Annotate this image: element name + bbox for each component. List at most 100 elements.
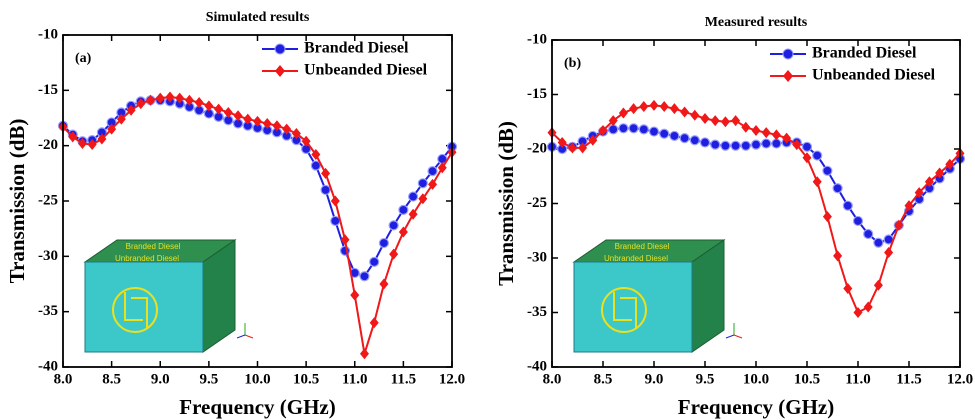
y-tick-label: -10	[527, 31, 547, 47]
inset-label: Unbranded Diesel	[115, 254, 179, 263]
x-axis-label: Frequency (GHz)	[678, 395, 835, 419]
marker	[864, 230, 873, 239]
x-tick-label: 11.0	[845, 371, 870, 387]
marker	[772, 129, 781, 140]
y-tick-label: -30	[38, 248, 58, 264]
x-axis-label: Frequency (GHz)	[179, 395, 336, 419]
marker	[823, 166, 832, 175]
chart-title: Simulated results	[206, 10, 310, 25]
marker	[833, 184, 842, 193]
marker	[731, 141, 740, 150]
marker	[619, 124, 628, 133]
marker	[660, 129, 669, 138]
marker	[701, 113, 710, 124]
y-tick-label: -35	[527, 304, 547, 320]
marker	[711, 140, 720, 149]
x-tick-label: 9.5	[200, 371, 219, 387]
marker	[321, 185, 330, 194]
inset-label: Branded Diesel	[615, 242, 670, 251]
marker	[428, 167, 437, 176]
x-tick-label: 9.5	[696, 371, 715, 387]
marker	[874, 280, 883, 291]
inset-label: Branded Diesel	[126, 242, 181, 251]
x-tick-label: 8.0	[54, 371, 73, 387]
marker	[721, 141, 730, 150]
marker	[389, 249, 398, 260]
y-axis-label: Transmission (dB)	[494, 121, 518, 286]
marker	[370, 257, 379, 266]
marker	[752, 140, 761, 149]
marker	[843, 201, 852, 210]
x-tick-label: 11.5	[391, 371, 416, 387]
x-tick-label: 12.0	[439, 371, 465, 387]
marker	[762, 139, 771, 148]
y-tick-label: -20	[527, 140, 547, 156]
marker	[731, 115, 740, 126]
marker	[741, 141, 750, 150]
marker	[833, 250, 842, 261]
legend-label: Unbeanded Diesel	[304, 62, 428, 79]
x-tick-label: 9.0	[645, 371, 664, 387]
x-tick-label: 10.5	[293, 371, 319, 387]
y-tick-label: -25	[527, 195, 547, 211]
marker	[803, 142, 812, 151]
inset-axis	[734, 335, 742, 338]
x-tick-label: 10.0	[244, 371, 270, 387]
marker	[874, 238, 883, 247]
marker	[650, 100, 659, 111]
figure: Simulated results-40-35-30-25-20-15-108.…	[0, 0, 975, 420]
legend-marker	[783, 49, 793, 59]
marker	[409, 192, 418, 201]
marker	[843, 283, 852, 294]
inset-label: Unbranded Diesel	[604, 254, 668, 263]
marker	[370, 317, 379, 328]
marker	[629, 124, 638, 133]
marker	[711, 115, 720, 126]
legend-marker	[783, 70, 793, 82]
y-tick-label: -15	[527, 86, 547, 102]
y-tick-label: -35	[38, 303, 58, 319]
legend-label: Branded Diesel	[304, 40, 409, 57]
legend-label: Branded Diesel	[812, 45, 917, 62]
x-tick-label: 8.0	[543, 371, 562, 387]
marker	[690, 110, 699, 121]
marker	[854, 216, 863, 225]
x-tick-label: 8.5	[102, 371, 121, 387]
marker	[721, 116, 730, 127]
marker	[752, 125, 761, 136]
marker	[670, 131, 679, 140]
x-tick-label: 9.0	[151, 371, 170, 387]
x-tick-label: 11.0	[342, 371, 367, 387]
marker	[331, 216, 340, 225]
marker	[762, 127, 771, 138]
marker	[321, 168, 330, 179]
x-tick-label: 10.0	[743, 371, 769, 387]
inset-axis	[726, 335, 734, 338]
x-tick-label: 11.5	[896, 371, 921, 387]
marker	[680, 106, 689, 117]
marker	[379, 239, 388, 248]
marker	[701, 138, 710, 147]
marker	[823, 211, 832, 222]
marker	[609, 125, 618, 134]
marker	[331, 196, 340, 207]
legend-marker	[275, 44, 285, 54]
marker	[690, 136, 699, 145]
y-tick-label: -15	[38, 82, 58, 98]
y-tick-label: -25	[38, 192, 58, 208]
legend-label: Unbeanded Diesel	[812, 67, 936, 84]
y-axis-label: Transmission (dB)	[5, 119, 29, 284]
marker	[741, 122, 750, 133]
marker	[389, 221, 398, 230]
marker	[660, 101, 669, 112]
y-tick-label: -30	[527, 249, 547, 265]
marker	[360, 272, 369, 281]
marker	[639, 125, 648, 134]
inset-axis	[237, 335, 245, 338]
marker	[379, 279, 388, 290]
inset-axis	[245, 335, 253, 338]
legend-marker	[275, 65, 285, 77]
marker	[854, 307, 863, 318]
y-tick-label: -20	[38, 137, 58, 153]
marker	[813, 176, 822, 187]
